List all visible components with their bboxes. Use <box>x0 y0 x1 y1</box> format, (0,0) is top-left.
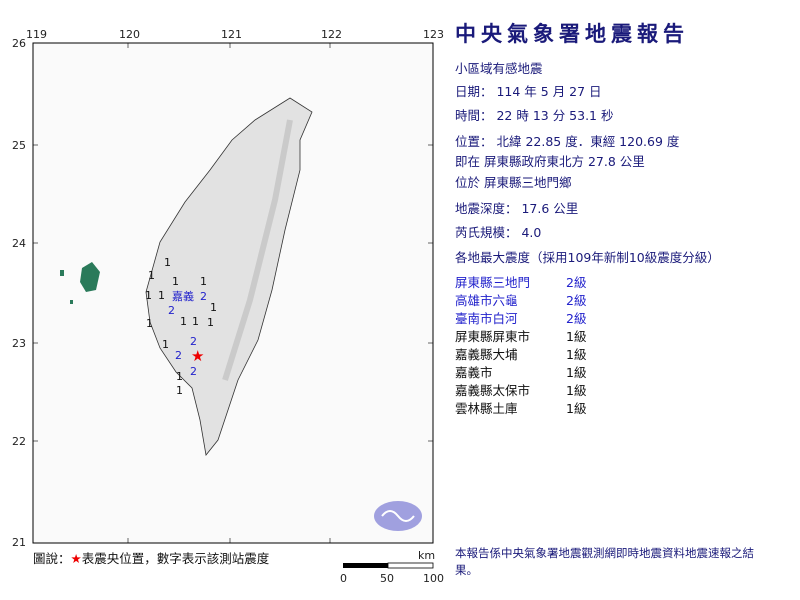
event-magnitude: 芮氏規模： 4.0 <box>455 225 542 240</box>
intensity-marker: 2 <box>175 349 182 362</box>
event-relative: 即在 屏東縣政府東北方 27.8 公里 <box>455 154 645 169</box>
intensity-marker: 1 <box>210 301 217 314</box>
latitude-tick: 25 <box>12 139 26 152</box>
event-type: 小區域有感地震 <box>455 61 543 76</box>
longitude-tick: 122 <box>321 28 342 41</box>
station-level: 2級 <box>566 275 587 290</box>
graticule <box>33 43 433 543</box>
station-level: 1級 <box>566 347 587 362</box>
intensity-marker: 2 <box>190 335 197 348</box>
intensity-marker: 1 <box>176 384 183 397</box>
longitude-tick: 119 <box>26 28 47 41</box>
intensity-marker: 1 <box>176 370 183 383</box>
intensity-marker: 1 <box>148 269 155 282</box>
longitude-tick: 123 <box>423 28 444 41</box>
scale-tick: 0 <box>340 572 347 585</box>
longitude-tick: 120 <box>119 28 140 41</box>
intensity-marker: 1 <box>207 316 214 329</box>
intensity-marker: 1 <box>180 315 187 328</box>
event-depth: 地震深度： 17.6 公里 <box>455 201 579 216</box>
intensity-marker: 1 <box>145 289 152 302</box>
report-note: 本報告係中央氣象署地震觀測網即時地震資料地震速報之結果。 <box>455 546 754 577</box>
station-row: 嘉義市 1級 <box>455 362 586 381</box>
station-level: 2級 <box>566 311 587 326</box>
central-mountain-range <box>222 119 293 381</box>
station-name: 屏東縣屏東市 <box>455 329 531 344</box>
intensity-marker: 1 <box>162 338 169 351</box>
small-islands <box>60 270 73 304</box>
star-icon: ★ <box>70 551 82 566</box>
station-level: 2級 <box>566 293 587 308</box>
scale-tick: 50 <box>380 572 394 585</box>
station-row: 屏東縣三地門 2級 <box>455 272 586 291</box>
intensity-marker: 1 <box>172 275 179 288</box>
station-name: 屏東縣三地門 <box>455 275 531 290</box>
intensity-marker: 1 <box>192 315 199 328</box>
station-row: 臺南市白河 2級 <box>455 308 586 327</box>
intensity-marker: 1 <box>164 256 171 269</box>
report-title: 中央氣象署地震報告 <box>455 22 689 46</box>
latitude-tick: 23 <box>12 337 26 350</box>
intensity-marker: 1 <box>158 289 165 302</box>
station-name: 臺南市白河 <box>455 311 518 326</box>
intensity-marker: 2 <box>168 304 175 317</box>
intensity-marker: 2 <box>200 290 207 303</box>
scale-tick: 100 <box>423 572 444 585</box>
latitude-tick: 22 <box>12 435 26 448</box>
place-label-chiayi: 嘉義 <box>172 289 194 303</box>
station-row: 嘉義縣大埔 1級 <box>455 344 586 363</box>
station-level: 1級 <box>566 365 587 380</box>
station-name: 高雄市六龜 <box>455 293 518 308</box>
event-date: 日期： 114 年 5 月 27 日 <box>455 84 602 99</box>
station-level: 1級 <box>566 329 587 344</box>
epicenter-star-icon: ★ <box>191 347 204 365</box>
station-name: 嘉義縣大埔 <box>455 347 518 362</box>
taiwan-island <box>145 97 313 456</box>
penghu-islands <box>80 262 100 292</box>
station-row: 雲林縣土庫 1級 <box>455 398 586 417</box>
event-town: 位於 屏東縣三地門鄉 <box>455 175 572 190</box>
station-name: 嘉義市 <box>455 365 493 380</box>
scale-unit: km <box>418 549 435 562</box>
station-level: 1級 <box>566 401 587 416</box>
latitude-tick: 21 <box>12 536 26 549</box>
event-location: 位置： 北緯 22.85 度．東經 120.69 度 <box>455 134 680 149</box>
intensity-header: 各地最大震度（採用109年新制10級震度分級） <box>455 250 720 265</box>
scale-bar: km 0 50 100 <box>340 549 444 585</box>
station-row: 屏東縣屏東市 1級 <box>455 326 586 345</box>
longitude-tick: 121 <box>221 28 242 41</box>
station-name: 雲林縣土庫 <box>455 401 518 416</box>
legend-text: 表震央位置，數字表示該測站震度 <box>81 551 270 566</box>
legend: 圖說：★表震央位置，數字表示該測站震度 <box>33 548 269 567</box>
station-name: 嘉義縣太保市 <box>455 383 531 398</box>
cwa-logo-wave <box>381 510 415 522</box>
station-row: 高雄市六龜 2級 <box>455 290 586 309</box>
latitude-tick: 26 <box>12 37 26 50</box>
event-time: 時間： 22 時 13 分 53.1 秒 <box>455 108 614 123</box>
intensity-marker: 1 <box>200 275 207 288</box>
station-level: 1級 <box>566 383 587 398</box>
station-row: 嘉義縣太保市 1級 <box>455 380 586 399</box>
intensity-marker: 1 <box>146 317 153 330</box>
latitude-tick: 24 <box>12 237 26 250</box>
intensity-marker: 2 <box>190 365 197 378</box>
legend-prefix: 圖說： <box>33 551 71 566</box>
